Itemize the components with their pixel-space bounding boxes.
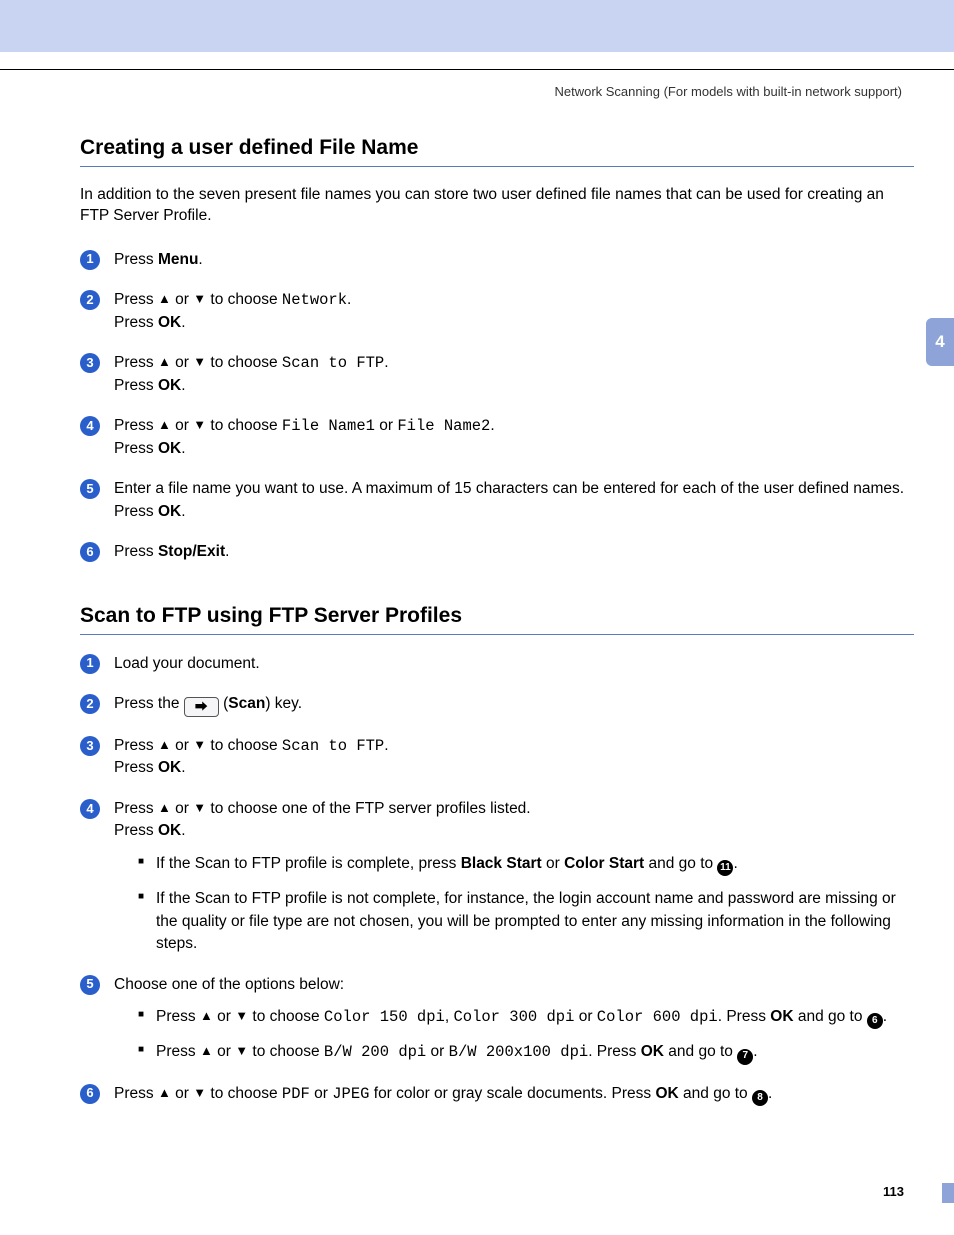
- ref-badge-6: 6: [867, 1013, 883, 1029]
- kw-ok: OK: [641, 1043, 664, 1060]
- step-badge: 5: [80, 479, 100, 499]
- down-arrow-icon: ▼: [235, 1043, 248, 1058]
- page-number: 113: [883, 1184, 904, 1199]
- kw-ok: OK: [158, 377, 181, 394]
- step-1: 1 Press Menu.: [80, 249, 914, 271]
- content-area: Creating a user defined File Name In add…: [80, 136, 914, 1124]
- down-arrow-icon: ▼: [193, 291, 206, 306]
- ref-badge-11: 11: [717, 860, 733, 876]
- kw-menu: Menu: [158, 251, 198, 268]
- code-scan-ftp: Scan to FTP: [282, 354, 384, 372]
- kw-ok: OK: [655, 1085, 678, 1102]
- kw-ok: OK: [158, 503, 181, 520]
- step-2: 2 Press the ⮕ (Scan) key.: [80, 693, 914, 717]
- kw-ok: OK: [158, 759, 181, 776]
- kw-ok: OK: [158, 440, 181, 457]
- step-text: Press: [114, 251, 158, 268]
- section2-steps: 1 Load your document. 2 Press the ⮕ (Sca…: [80, 653, 914, 1106]
- up-arrow-icon: ▲: [158, 291, 171, 306]
- up-arrow-icon: ▲: [158, 800, 171, 815]
- running-header: Network Scanning (For models with built-…: [32, 84, 902, 99]
- step-5: 5 Enter a file name you want to use. A m…: [80, 478, 914, 523]
- up-arrow-icon: ▲: [158, 1085, 171, 1100]
- ref-badge-7: 7: [737, 1049, 753, 1065]
- down-arrow-icon: ▼: [193, 800, 206, 815]
- step-1: 1 Load your document.: [80, 653, 914, 675]
- step-badge: 2: [80, 290, 100, 310]
- step-3: 3 Press ▲ or ▼ to choose Scan to FTP. Pr…: [80, 735, 914, 780]
- code-c600: Color 600 dpi: [597, 1008, 718, 1026]
- header-rule: [0, 69, 954, 70]
- sub-item: If the Scan to FTP profile is complete, …: [138, 853, 914, 876]
- down-arrow-icon: ▼: [193, 354, 206, 369]
- section-title-2: Scan to FTP using FTP Server Profiles: [80, 604, 914, 635]
- step-badge: 3: [80, 736, 100, 756]
- step-badge: 1: [80, 250, 100, 270]
- kw-stop-exit: Stop/Exit: [158, 543, 225, 560]
- up-arrow-icon: ▲: [158, 354, 171, 369]
- step-5: 5 Choose one of the options below: Press…: [80, 974, 914, 1065]
- code-c150: Color 150 dpi: [324, 1008, 445, 1026]
- up-arrow-icon: ▲: [158, 417, 171, 432]
- step-badge: 6: [80, 1084, 100, 1104]
- code-pdf: PDF: [282, 1085, 310, 1103]
- section1-intro: In addition to the seven present file na…: [80, 185, 914, 227]
- up-arrow-icon: ▲: [200, 1008, 213, 1023]
- step-badge: 5: [80, 975, 100, 995]
- kw-ok: OK: [158, 314, 181, 331]
- step-4: 4 Press ▲ or ▼ to choose one of the FTP …: [80, 798, 914, 956]
- up-arrow-icon: ▲: [200, 1043, 213, 1058]
- code-filename2: File Name2: [397, 417, 490, 435]
- scan-key-icon: ⮕: [184, 697, 219, 717]
- step5-sublist: Press ▲ or ▼ to choose Color 150 dpi, Co…: [114, 1006, 914, 1065]
- down-arrow-icon: ▼: [193, 417, 206, 432]
- code-bw100: B/W 200x100 dpi: [449, 1043, 589, 1061]
- step-3: 3 Press ▲ or ▼ to choose Scan to FTP. Pr…: [80, 352, 914, 397]
- kw-black-start: Black Start: [461, 855, 542, 872]
- page: 4 Network Scanning (For models with buil…: [0, 0, 954, 1235]
- code-c300: Color 300 dpi: [453, 1008, 574, 1026]
- section1-steps: 1 Press Menu. 2 Press ▲ or ▼ to choose N…: [80, 249, 914, 564]
- code-filename1: File Name1: [282, 417, 375, 435]
- step-badge: 1: [80, 654, 100, 674]
- top-header-bar: [0, 0, 954, 52]
- step-badge: 4: [80, 799, 100, 819]
- code-scan-ftp: Scan to FTP: [282, 737, 384, 755]
- kw-ok: OK: [770, 1008, 793, 1025]
- down-arrow-icon: ▼: [193, 737, 206, 752]
- step-badge: 6: [80, 542, 100, 562]
- kw-ok: OK: [158, 822, 181, 839]
- step-badge: 4: [80, 416, 100, 436]
- step-badge: 2: [80, 694, 100, 714]
- step-badge: 3: [80, 353, 100, 373]
- step-6: 6 Press ▲ or ▼ to choose PDF or JPEG for…: [80, 1083, 914, 1106]
- chapter-tab: 4: [926, 318, 954, 366]
- step-6: 6 Press Stop/Exit.: [80, 541, 914, 563]
- step-4: 4 Press ▲ or ▼ to choose File Name1 or F…: [80, 415, 914, 460]
- down-arrow-icon: ▼: [193, 1085, 206, 1100]
- up-arrow-icon: ▲: [158, 737, 171, 752]
- step4-sublist: If the Scan to FTP profile is complete, …: [114, 853, 914, 956]
- code-jpeg: JPEG: [332, 1085, 369, 1103]
- code-bw200: B/W 200 dpi: [324, 1043, 426, 1061]
- step-2: 2 Press ▲ or ▼ to choose Network. Press …: [80, 289, 914, 334]
- ref-badge-8: 8: [752, 1090, 768, 1106]
- sub-item: If the Scan to FTP profile is not comple…: [138, 888, 914, 955]
- sub-item: Press ▲ or ▼ to choose Color 150 dpi, Co…: [138, 1006, 914, 1029]
- page-number-tab: [942, 1183, 954, 1203]
- kw-color-start: Color Start: [564, 855, 644, 872]
- code-network: Network: [282, 291, 347, 309]
- down-arrow-icon: ▼: [235, 1008, 248, 1023]
- section-title-1: Creating a user defined File Name: [80, 136, 914, 167]
- sub-item: Press ▲ or ▼ to choose B/W 200 dpi or B/…: [138, 1041, 914, 1064]
- kw-scan: Scan: [228, 695, 265, 712]
